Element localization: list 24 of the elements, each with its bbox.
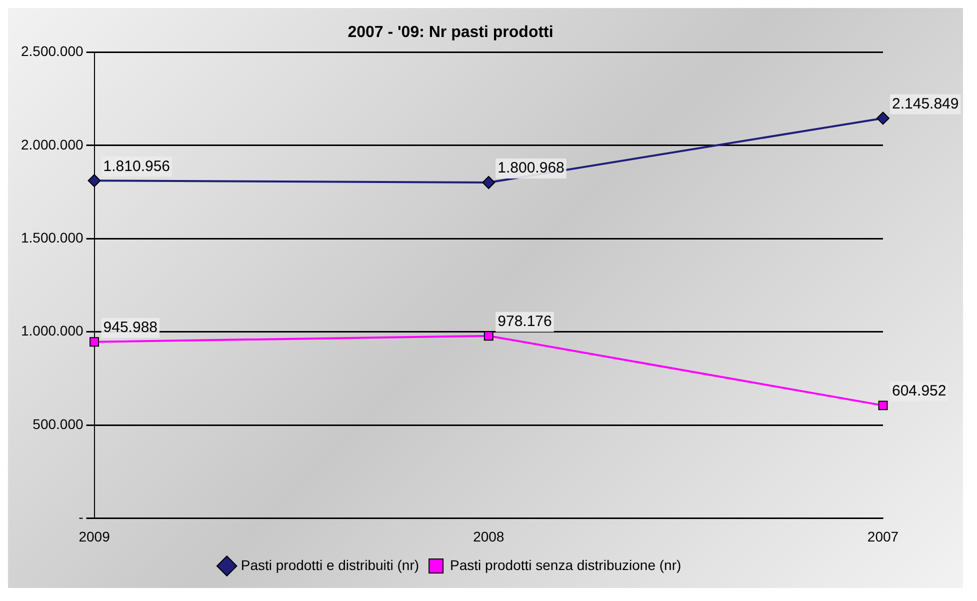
point bbox=[90, 337, 100, 347]
data-label: 978.176 bbox=[498, 313, 552, 330]
y-tick-label: 1.500.000 bbox=[20, 229, 84, 246]
data-label: 1.800.968 bbox=[498, 160, 564, 177]
data-label: 1.810.956 bbox=[103, 158, 170, 175]
y-tick-label: 1.000.000 bbox=[20, 322, 84, 339]
point bbox=[482, 176, 496, 189]
x-tick-label: 2007 bbox=[867, 528, 899, 544]
data-label: 945.988 bbox=[103, 319, 158, 336]
data-label: 2.145.849 bbox=[892, 95, 959, 112]
y-tick-label: 2.000.000 bbox=[20, 136, 84, 152]
chart-title: 2007 - '09: Nr pasti prodotti bbox=[348, 24, 554, 42]
legend-label: Pasti prodotti senza distribuzione (nr) bbox=[450, 556, 682, 573]
x-tick-label: 2008 bbox=[473, 528, 504, 544]
point bbox=[878, 400, 888, 410]
point bbox=[876, 112, 890, 125]
point bbox=[88, 174, 101, 188]
x-tick-label: 2009 bbox=[78, 528, 110, 544]
data-label: 604.952 bbox=[892, 382, 946, 400]
y-tick-label: - bbox=[78, 509, 84, 526]
point bbox=[484, 331, 494, 341]
y-tick-label: 2.500.000 bbox=[20, 43, 84, 60]
y-tick-label: 500.000 bbox=[32, 416, 84, 432]
legend-label: Pasti prodotti e distribuiti (nr) bbox=[240, 556, 420, 573]
